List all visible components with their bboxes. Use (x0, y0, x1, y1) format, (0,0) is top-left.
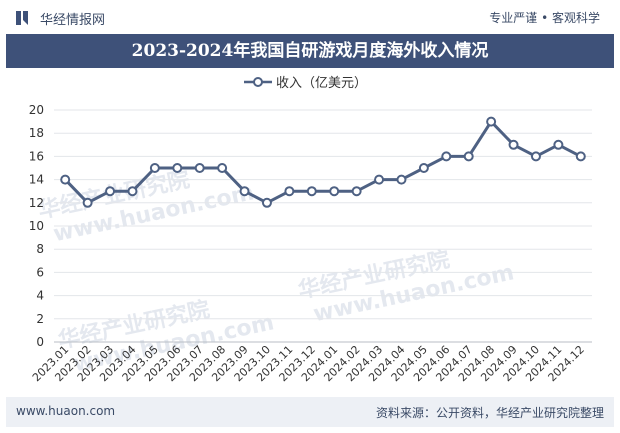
y-tick-label: 2 (36, 312, 44, 326)
data-point (239, 186, 250, 197)
y-tick-label: 20 (29, 103, 44, 117)
data-point (105, 186, 116, 197)
data-point (553, 139, 564, 150)
data-point (418, 163, 429, 173)
y-tick-label: 4 (36, 289, 44, 303)
footer-bar: www.huaon.com 资料来源：公开资料，华经产业研究院整理 (6, 397, 614, 427)
y-tick-label: 10 (29, 219, 44, 233)
data-point (374, 174, 385, 185)
data-point (60, 174, 71, 185)
data-point (530, 151, 541, 162)
data-point (127, 186, 138, 197)
data-source: 资料来源：公开资料，华经产业研究院整理 (375, 406, 604, 420)
legend-label: 收入（亿美元） (276, 76, 367, 91)
y-tick-label: 12 (29, 196, 44, 210)
data-point (441, 151, 452, 162)
y-axis: 0 2 4 6 8 10 12 14 16 18 20 (29, 103, 44, 349)
data-point (261, 197, 272, 208)
legend-marker (253, 77, 263, 87)
grid-lines (54, 109, 592, 343)
data-point (486, 116, 497, 127)
data-point (149, 163, 160, 173)
website-url: www.huaon.com (16, 404, 116, 418)
data-point (508, 139, 519, 150)
y-tick-label: 8 (36, 242, 44, 256)
legend: 收入（亿美元） (244, 76, 367, 91)
logo-icon (16, 11, 28, 25)
data-point (194, 163, 205, 173)
title-bar: 2023-2024年我国自研游戏月度海外收入情况 (6, 34, 614, 68)
slogan: 专业严谨 • 客观科学 (489, 11, 600, 25)
series-line (64, 120, 582, 205)
chart-title: 2023-2024年我国自研游戏月度海外收入情况 (131, 41, 489, 61)
line-chart: 华经产业研究院www.huaon.com华经产业研究院www.huaon.com… (29, 76, 592, 384)
y-tick-label: 6 (36, 265, 44, 279)
data-point (329, 186, 340, 197)
data-point (463, 151, 474, 162)
top-bar: 华经情报网 专业严谨 • 客观科学 (0, 0, 620, 34)
y-tick-label: 18 (29, 126, 44, 140)
y-tick-label: 14 (29, 173, 44, 187)
y-tick-label: 16 (29, 149, 44, 163)
data-point (284, 186, 295, 197)
y-tick-label: 0 (36, 335, 44, 349)
series-layer (60, 116, 586, 208)
data-point (82, 197, 93, 208)
brand-name: 华经情报网 (40, 13, 106, 28)
data-point (306, 186, 317, 197)
data-point (172, 163, 183, 173)
data-point (575, 151, 586, 162)
data-point (396, 174, 407, 185)
data-point (351, 186, 362, 197)
data-point (217, 163, 228, 173)
